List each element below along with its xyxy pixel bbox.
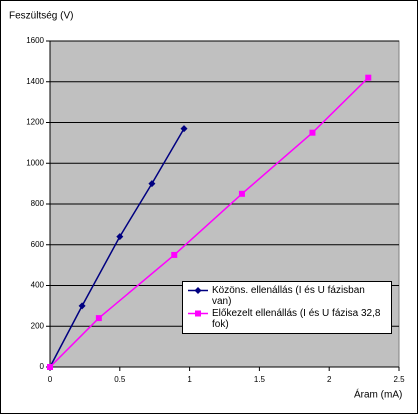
- legend-icon: [188, 310, 208, 317]
- y-tick-label: 600: [31, 240, 45, 249]
- legend-label: Előkezelt ellenállás (I és U fázisa 32,8…: [212, 308, 381, 330]
- x-tick-label: 1.5: [254, 375, 266, 384]
- y-tick-label: 200: [31, 321, 45, 330]
- x-tick-label: 0: [48, 375, 53, 384]
- legend-icon: [188, 287, 208, 294]
- marker: [238, 190, 245, 197]
- legend-entry: Előkezelt ellenállás (I és U fázisa 32,8…: [187, 308, 387, 330]
- marker: [180, 125, 188, 133]
- y-tick-label: 1200: [26, 118, 44, 127]
- y-tick-label: 1000: [26, 158, 44, 167]
- y-tick-label: 0: [40, 362, 45, 371]
- x-tick-label: 0.5: [114, 375, 126, 384]
- x-tick-label: 2: [327, 375, 332, 384]
- x-axis-label: Áram (mA): [354, 388, 402, 401]
- marker: [365, 74, 372, 81]
- legend-entry: Közöns. ellenállás (I és U fázisban van): [187, 285, 387, 307]
- marker: [148, 180, 156, 188]
- marker: [309, 129, 316, 136]
- x-tick-label: 1: [187, 375, 192, 384]
- x-tick-label: 2.5: [393, 375, 405, 384]
- y-tick-label: 1400: [26, 77, 44, 86]
- y-tick-label: 1600: [26, 36, 44, 45]
- y-axis-label: Feszültség (V): [9, 11, 73, 22]
- marker: [78, 302, 86, 310]
- series-line: [49, 77, 369, 368]
- legend-label: Közöns. ellenállás (I és U fázisban van): [212, 285, 365, 307]
- y-tick-label: 800: [31, 199, 45, 208]
- marker: [195, 310, 201, 317]
- legend: Közöns. ellenállás (I és U fázisban van)…: [182, 281, 392, 334]
- marker: [95, 315, 102, 322]
- marker: [116, 233, 124, 241]
- marker: [47, 364, 53, 370]
- marker: [194, 287, 202, 294]
- y-tick-label: 400: [31, 281, 45, 290]
- marker: [171, 251, 178, 258]
